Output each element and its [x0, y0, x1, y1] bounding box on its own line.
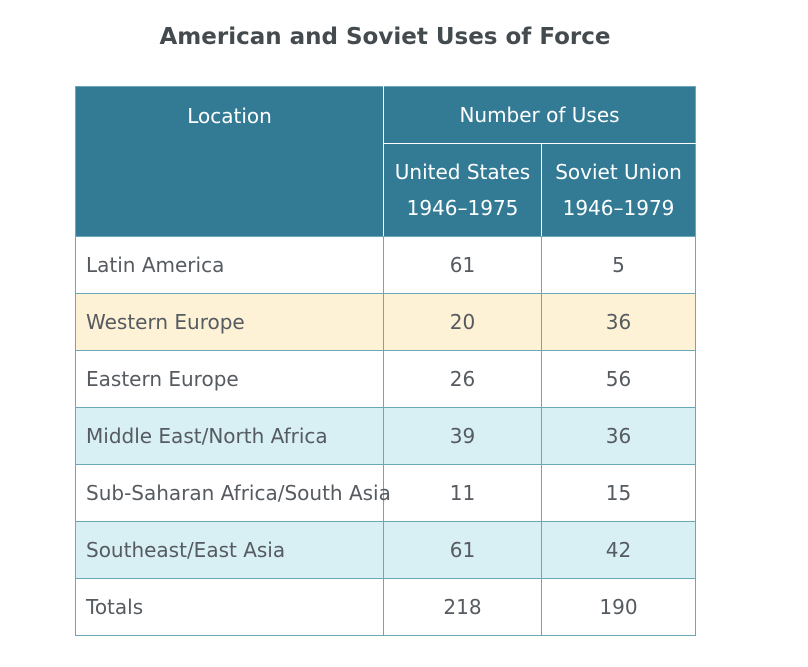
- su-value-cell: 15: [541, 464, 696, 522]
- table-row: Sub-Saharan Africa/South Asia 11 15: [75, 464, 696, 522]
- location-cell: Western Europe: [75, 293, 384, 351]
- header-us-years: 1946–1975: [406, 196, 519, 220]
- header-su-years: 1946–1979: [562, 196, 675, 220]
- us-value-cell: 11: [383, 464, 542, 522]
- table-row: Eastern Europe 26 56: [75, 350, 696, 408]
- us-value-cell: 61: [383, 521, 542, 579]
- header-number-of-uses: Number of Uses: [383, 86, 696, 144]
- us-value-cell: 61: [383, 236, 542, 294]
- us-value-cell: 39: [383, 407, 542, 465]
- header-soviet-union: Soviet Union 1946–1979: [541, 143, 696, 237]
- header-us-label: United States: [394, 160, 531, 184]
- su-value-cell: 42: [541, 521, 696, 579]
- header-su-label: Soviet Union: [555, 160, 682, 184]
- us-total-cell: 218: [383, 578, 542, 636]
- su-value-cell: 36: [541, 293, 696, 351]
- location-cell: Eastern Europe: [75, 350, 384, 408]
- uses-of-force-table: Location Number of Uses United States 19…: [75, 86, 696, 636]
- header-united-states: United States 1946–1975: [383, 143, 542, 237]
- us-value-cell: 26: [383, 350, 542, 408]
- totals-row: Totals 218 190: [75, 578, 696, 636]
- location-cell: Totals: [75, 578, 384, 636]
- table-row: Western Europe 20 36: [75, 293, 696, 351]
- chart-title: American and Soviet Uses of Force: [159, 24, 611, 50]
- su-value-cell: 56: [541, 350, 696, 408]
- location-cell: Southeast/East Asia: [75, 521, 384, 579]
- location-cell: Middle East/North Africa: [75, 407, 384, 465]
- table-row: Southeast/East Asia 61 42: [75, 521, 696, 579]
- location-cell: Sub-Saharan Africa/South Asia: [75, 464, 391, 522]
- su-total-cell: 190: [541, 578, 696, 636]
- table-row: Latin America 61 5: [75, 236, 696, 294]
- su-value-cell: 5: [541, 236, 696, 294]
- su-value-cell: 36: [541, 407, 696, 465]
- table-row: Middle East/North Africa 39 36: [75, 407, 696, 465]
- us-value-cell: 20: [383, 293, 542, 351]
- location-cell: Latin America: [75, 236, 384, 294]
- header-location: Location: [75, 86, 384, 237]
